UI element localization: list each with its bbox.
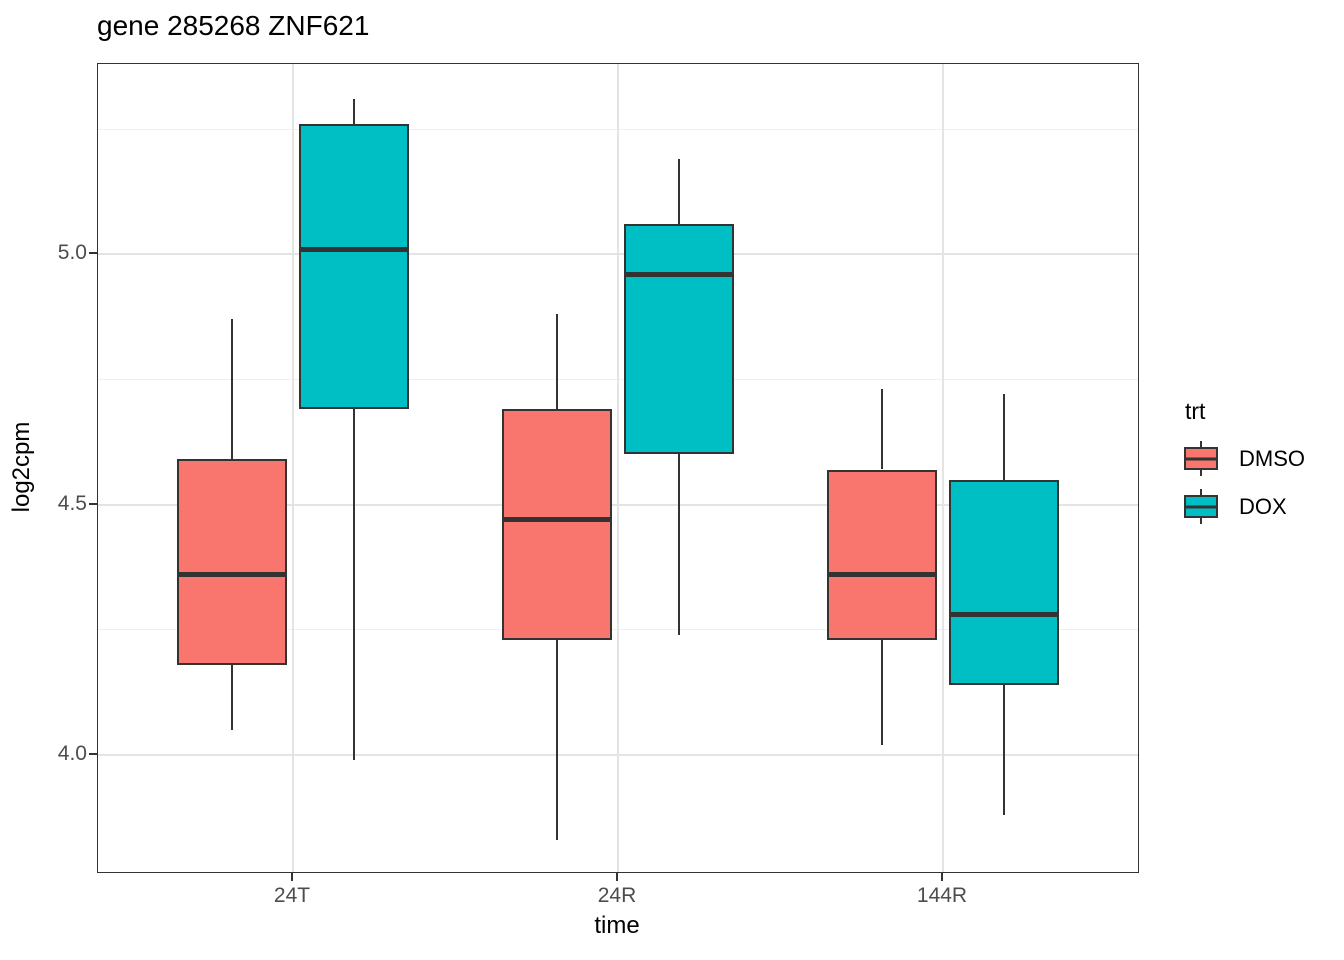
x-tick-mark [941,872,943,881]
y-tick-mark [89,252,97,255]
legend-entry: DOX [1183,489,1305,524]
gridline-major-v [292,64,294,872]
box-whisker-upper [880,389,884,470]
key-median-line [1186,505,1216,508]
box-median-line [624,272,734,277]
y-tick-label: 5.0 [57,241,87,265]
box-whisker-upper [677,159,681,225]
boxplot-key-icon [1183,441,1219,476]
legend-entry-label: DOX [1239,493,1287,519]
gridline-major-v [942,64,944,872]
box-whisker-upper [555,314,559,410]
x-axis-title: time [594,912,640,939]
y-tick-label: 4.0 [57,741,87,765]
key-median-line [1186,457,1216,460]
boxplot-box [827,469,937,640]
box-whisker-lower [880,639,884,745]
y-tick-label: 4.5 [57,491,87,515]
box-whisker-lower [1002,684,1006,815]
x-tick-mark [616,872,618,881]
boxplot-box [624,224,734,455]
boxplot-box [299,124,409,410]
plot-title: gene 285268 ZNF621 [97,10,370,41]
x-tick-mark [291,872,293,881]
box-whisker-upper [352,99,356,125]
box-whisker-lower [230,664,234,730]
x-tick-label: 24T [273,884,311,907]
box-median-line [177,572,287,577]
legend-entry: DMSO [1183,441,1305,476]
x-tick-label: 144R [916,884,968,907]
legend-entry-label: DMSO [1239,445,1305,471]
legend: trt DMSO DOX [1183,398,1305,537]
box-whisker-upper [230,319,234,460]
box-whisker-lower [555,639,559,840]
legend-entries: DMSO DOX [1183,441,1305,524]
box-whisker-lower [677,454,681,635]
box-median-line [949,612,1059,617]
box-median-line [827,572,937,577]
x-tick-label: 24R [597,884,637,907]
gridline-major-v [617,64,619,872]
boxplot-key-icon [1183,489,1219,524]
y-tick-mark [89,502,97,505]
boxplot-box [949,479,1059,685]
legend-title: trt [1185,398,1206,424]
box-median-line [502,517,612,522]
boxplot-box [502,409,612,640]
plot-panel [97,63,1139,873]
box-whisker-upper [1002,394,1006,480]
boxplot-box [177,459,287,665]
box-whisker-lower [352,409,356,760]
y-tick-mark [89,752,97,755]
box-median-line [299,247,409,252]
